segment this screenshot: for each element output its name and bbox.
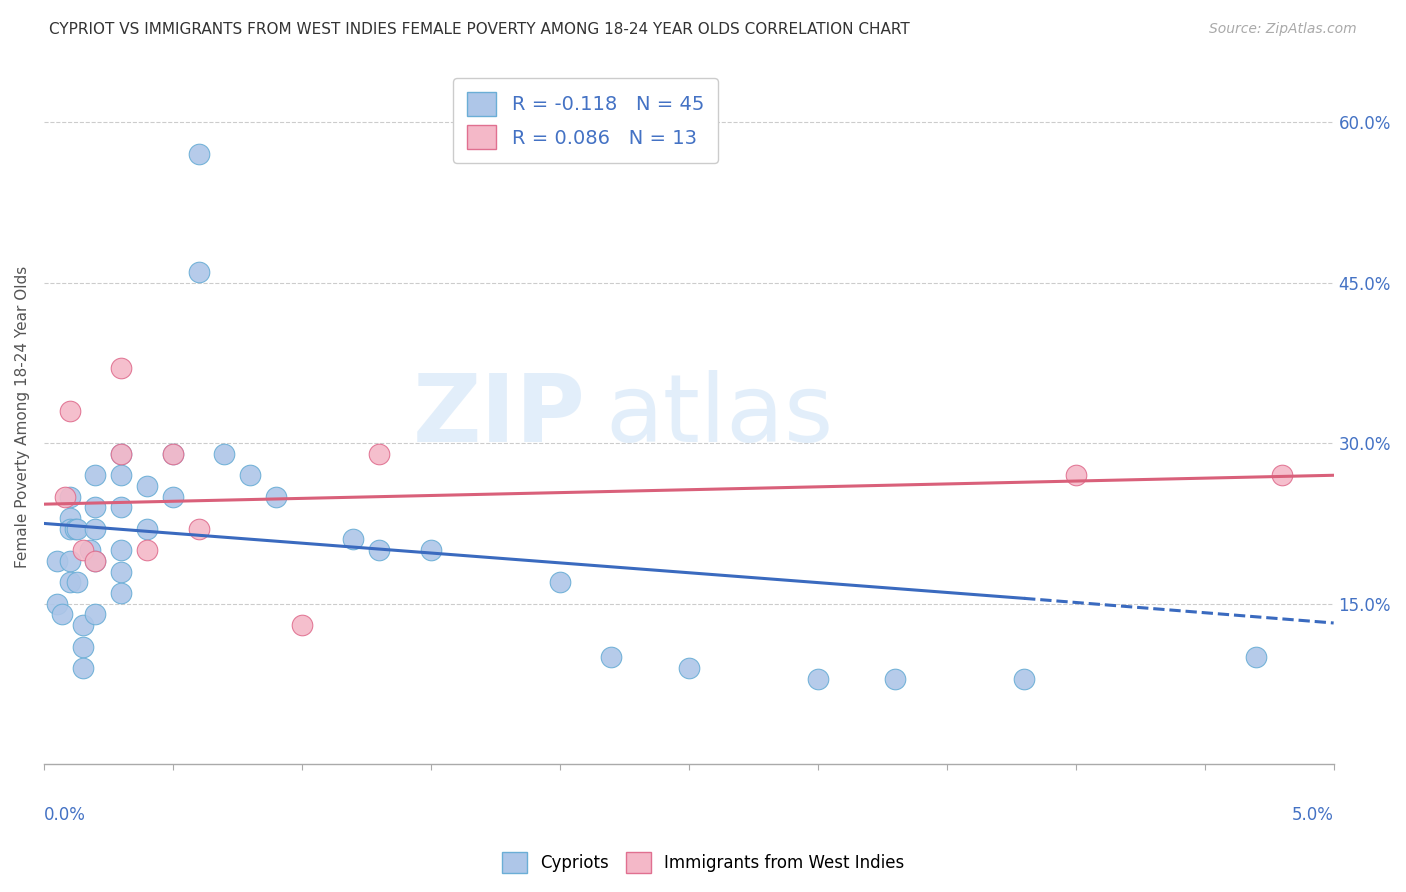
Point (162, 490, 184, 504)
Point (110, 361, 132, 376)
Point (72, 661, 94, 675)
Point (72, 618, 94, 632)
Point (72, 640, 94, 654)
Point (548, 575, 571, 590)
Point (419, 543, 441, 558)
Text: ZIP: ZIP (413, 370, 585, 462)
Point (368, 543, 391, 558)
Point (110, 447, 132, 461)
Point (84, 522, 107, 536)
Point (79, 543, 101, 558)
Point (264, 490, 287, 504)
Point (45, 597, 67, 611)
Point (59, 575, 82, 590)
Point (291, 618, 314, 632)
Point (59, 522, 82, 536)
Point (59, 511, 82, 525)
Text: 5.0%: 5.0% (1292, 806, 1334, 824)
Point (59, 490, 82, 504)
Legend: R = -0.118   N = 45, R = 0.086   N = 13: R = -0.118 N = 45, R = 0.086 N = 13 (453, 78, 717, 162)
Text: CYPRIOT VS IMMIGRANTS FROM WEST INDIES FEMALE POVERTY AMONG 18-24 YEAR OLDS CORR: CYPRIOT VS IMMIGRANTS FROM WEST INDIES F… (49, 22, 910, 37)
Point (59, 554, 82, 568)
Text: Source: ZipAtlas.com: Source: ZipAtlas.com (1209, 22, 1357, 37)
Y-axis label: Female Poverty Among 18-24 Year Olds: Female Poverty Among 18-24 Year Olds (15, 265, 30, 567)
Point (807, 672, 830, 686)
Point (84, 607, 107, 622)
Point (110, 565, 132, 579)
Point (72, 543, 94, 558)
Text: atlas: atlas (605, 370, 834, 462)
Point (187, 265, 209, 279)
Point (214, 447, 236, 461)
Point (600, 650, 623, 665)
Point (53, 490, 76, 504)
Point (110, 586, 132, 600)
Point (368, 447, 391, 461)
Point (187, 522, 209, 536)
Point (1271, 468, 1294, 483)
Point (63, 522, 86, 536)
Text: 0.0%: 0.0% (44, 806, 86, 824)
Point (66, 522, 89, 536)
Point (1012, 672, 1035, 686)
Legend: Cypriots, Immigrants from West Indies: Cypriots, Immigrants from West Indies (495, 846, 911, 880)
Point (1064, 468, 1087, 483)
Point (136, 543, 159, 558)
Point (342, 533, 364, 547)
Point (59, 404, 82, 418)
Point (136, 522, 159, 536)
Point (84, 554, 107, 568)
Point (187, 147, 209, 161)
Point (678, 661, 700, 675)
Point (84, 500, 107, 515)
Point (110, 447, 132, 461)
Point (110, 543, 132, 558)
Point (84, 554, 107, 568)
Point (51, 607, 73, 622)
Point (162, 447, 184, 461)
Point (136, 479, 159, 493)
Point (84, 468, 107, 483)
Point (162, 447, 184, 461)
Point (239, 468, 262, 483)
Point (110, 468, 132, 483)
Point (66, 575, 89, 590)
Point (110, 500, 132, 515)
Point (1244, 650, 1267, 665)
Point (45, 554, 67, 568)
Point (884, 672, 907, 686)
